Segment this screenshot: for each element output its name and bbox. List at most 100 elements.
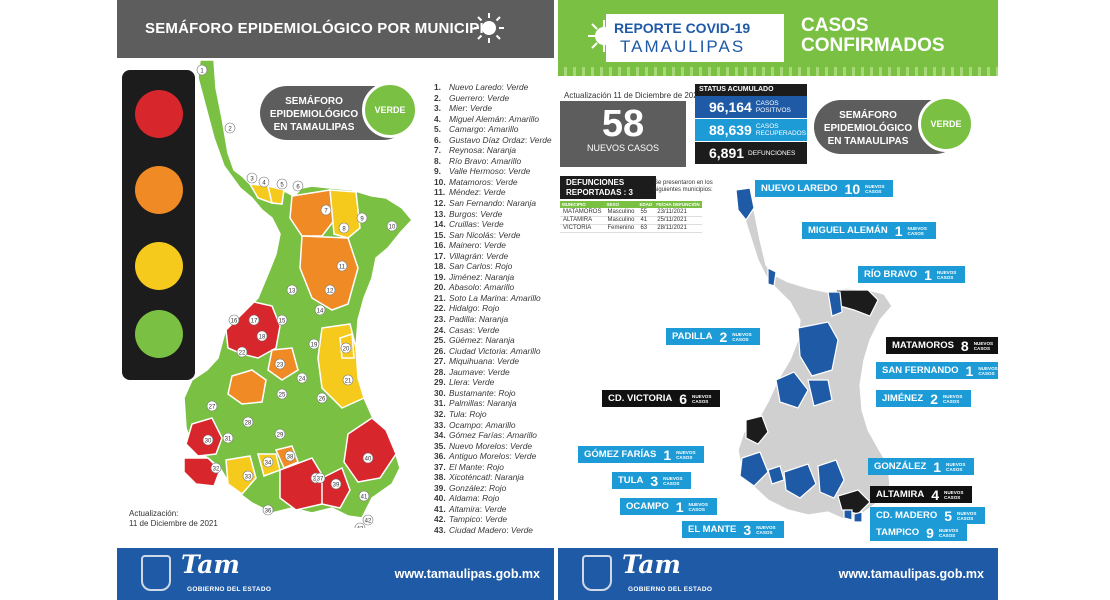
separator: :: [479, 282, 484, 293]
municipality-number: 10.: [434, 176, 446, 187]
municipality-name: Burgos: [449, 208, 476, 219]
municipality-status: Verde: [495, 176, 518, 187]
confirmed-cases-title: CASOS CONFIRMADOS: [801, 16, 945, 56]
municipality-item: 20. Abasolo: Amarillo: [434, 282, 552, 293]
municipality-name: Gómez Farías: [449, 430, 503, 441]
callout-municipality: JIMÉNEZ: [882, 393, 924, 404]
map-marker-28: 28: [242, 416, 254, 428]
municipality-number: 24.: [434, 324, 446, 335]
callout-municipality: TULA: [618, 475, 644, 486]
deaths-table: MUNICIPIO SEXO EDAD FECHA DEFUNCIÓN MATAMORO…: [560, 201, 702, 233]
map-marker-43: 43: [354, 522, 366, 528]
traffic-light: [122, 70, 195, 380]
municipality-name: San Fernando: [449, 198, 503, 209]
municipality-item: 27. Miquihuana: Verde: [434, 356, 552, 367]
municipality-status: Verde: [483, 240, 506, 251]
separator: :: [493, 229, 499, 240]
separator: :: [480, 335, 486, 346]
municipality-name: Camargo: [449, 124, 484, 135]
municipality-number: 42.: [434, 514, 446, 525]
website-link[interactable]: www.tamaulipas.gob.mx: [394, 567, 540, 581]
municipality-number: 40.: [434, 493, 446, 504]
separator: :: [479, 503, 485, 514]
callout-nuevos-casos: NUEVOS CASOS: [865, 183, 885, 194]
red-light: [135, 90, 183, 138]
municipality-status: Amarillo: [490, 155, 522, 166]
separator: :: [502, 198, 507, 209]
callout-municipality: GÓMEZ FARÍAS: [584, 449, 657, 460]
separator: :: [480, 514, 485, 525]
municipality-item: 16. Mainero: Verde: [434, 240, 552, 251]
callout-count: 1: [933, 458, 942, 475]
map-marker-number: 40: [365, 456, 372, 462]
map-marker-14: 14: [314, 304, 326, 316]
map-marker-7: 7: [320, 204, 332, 216]
separator: :: [475, 208, 481, 219]
table-header-cell: SEXO: [604, 201, 638, 208]
municipality-list: 1. Nuevo Laredo: Verde 2. Guerrero: Verde 3.…: [434, 82, 552, 536]
municipality-number: 38.: [434, 472, 446, 483]
municipality-name: Hidalgo: [449, 303, 478, 314]
municipality-status: Naranja: [486, 145, 517, 156]
municipality-item: 36. Antiguo Morelos: Verde: [434, 451, 552, 462]
municipality-name: Palmillas: [449, 398, 483, 409]
case-callout: CD. VICTORIA 6 NUEVOS CASOS: [602, 390, 721, 407]
report-title: REPORTE COVID-19: [614, 20, 751, 36]
municipality-item: 26. Ciudad Victoria: Amarillo: [434, 346, 552, 357]
municipality-name: Nuevo Morelos: [449, 440, 506, 451]
table-cell: 41: [637, 216, 655, 225]
separator: :: [490, 176, 496, 187]
report-title-box: REPORTE COVID-19 TAMAULIPAS: [606, 14, 784, 62]
map-marker-number: 32: [213, 466, 220, 472]
municipality-status: Verde: [514, 451, 537, 462]
map-marker-8: 8: [338, 222, 350, 234]
map-marker-37: 37: [314, 472, 326, 484]
map-marker-20: 20: [340, 342, 352, 354]
municipality-name: Ocampo: [449, 419, 481, 430]
municipality-number: 12.: [434, 198, 446, 209]
municipality-item: 40. Aldama: Rojo: [434, 493, 552, 504]
map-marker-number: 17: [251, 318, 258, 324]
stat-label-b: POSITIVOS: [755, 107, 791, 114]
municipality-name: Aldama: [449, 493, 478, 504]
map-marker-number: 23: [277, 362, 284, 368]
green-light: [135, 310, 183, 358]
separator: :: [483, 124, 489, 135]
separator: :: [490, 261, 496, 272]
callout-municipality: MATAMOROS: [892, 340, 954, 351]
case-callout: TULA 3 NUEVOS CASOS: [612, 472, 692, 489]
map-marker-number: 28: [245, 420, 252, 426]
left-footer: Tam GOBIERNO DEL ESTADO www.tamaulipas.g…: [117, 544, 554, 600]
map-marker-number: 27: [209, 404, 216, 410]
map-marker-number: 9: [360, 216, 364, 222]
case-callout: JIMÉNEZ 2 NUEVOS CASOS: [876, 390, 971, 407]
map-marker-number: 42: [365, 518, 372, 524]
table-cell: MATAMOROS: [560, 208, 605, 217]
municipality-status: Amarillo: [485, 419, 516, 430]
stat-row: 88,639 CASOS RECUPERADOS: [695, 119, 807, 141]
municipality-name: Bustamante: [449, 387, 494, 398]
municipality-status: Amarillo: [488, 124, 519, 135]
municipality-number: 7.: [434, 145, 441, 156]
map-marker-number: 41: [361, 494, 368, 500]
municipality-status: Rojo: [486, 461, 504, 472]
map-marker-number: 31: [225, 436, 232, 442]
callout-count: 1: [965, 362, 974, 379]
orange-light: [135, 166, 183, 214]
callout-nuevos-casos: NUEVOS CASOS: [936, 269, 957, 280]
municipality-name: Reynosa: [449, 145, 483, 156]
callout-nuevos-casos: NUEVOS CASOS: [942, 393, 963, 404]
map-marker-19: 19: [308, 338, 320, 350]
table-row: VICTORIA Femenino 63 28/11/2021: [560, 224, 702, 233]
stat-label: CASOS RECUPERADOS: [756, 123, 806, 137]
municipality-number: 29.: [434, 377, 446, 388]
map-marker-38: 38: [284, 450, 296, 462]
update-label: Actualización:: [129, 509, 179, 518]
separator: :: [505, 440, 510, 451]
separator: :: [480, 271, 485, 282]
tam-logo: Tam: [181, 550, 240, 579]
map-marker-2: 2: [224, 122, 236, 134]
website-link[interactable]: www.tamaulipas.gob.mx: [838, 567, 984, 581]
municipality-name: Llera: [449, 377, 468, 388]
